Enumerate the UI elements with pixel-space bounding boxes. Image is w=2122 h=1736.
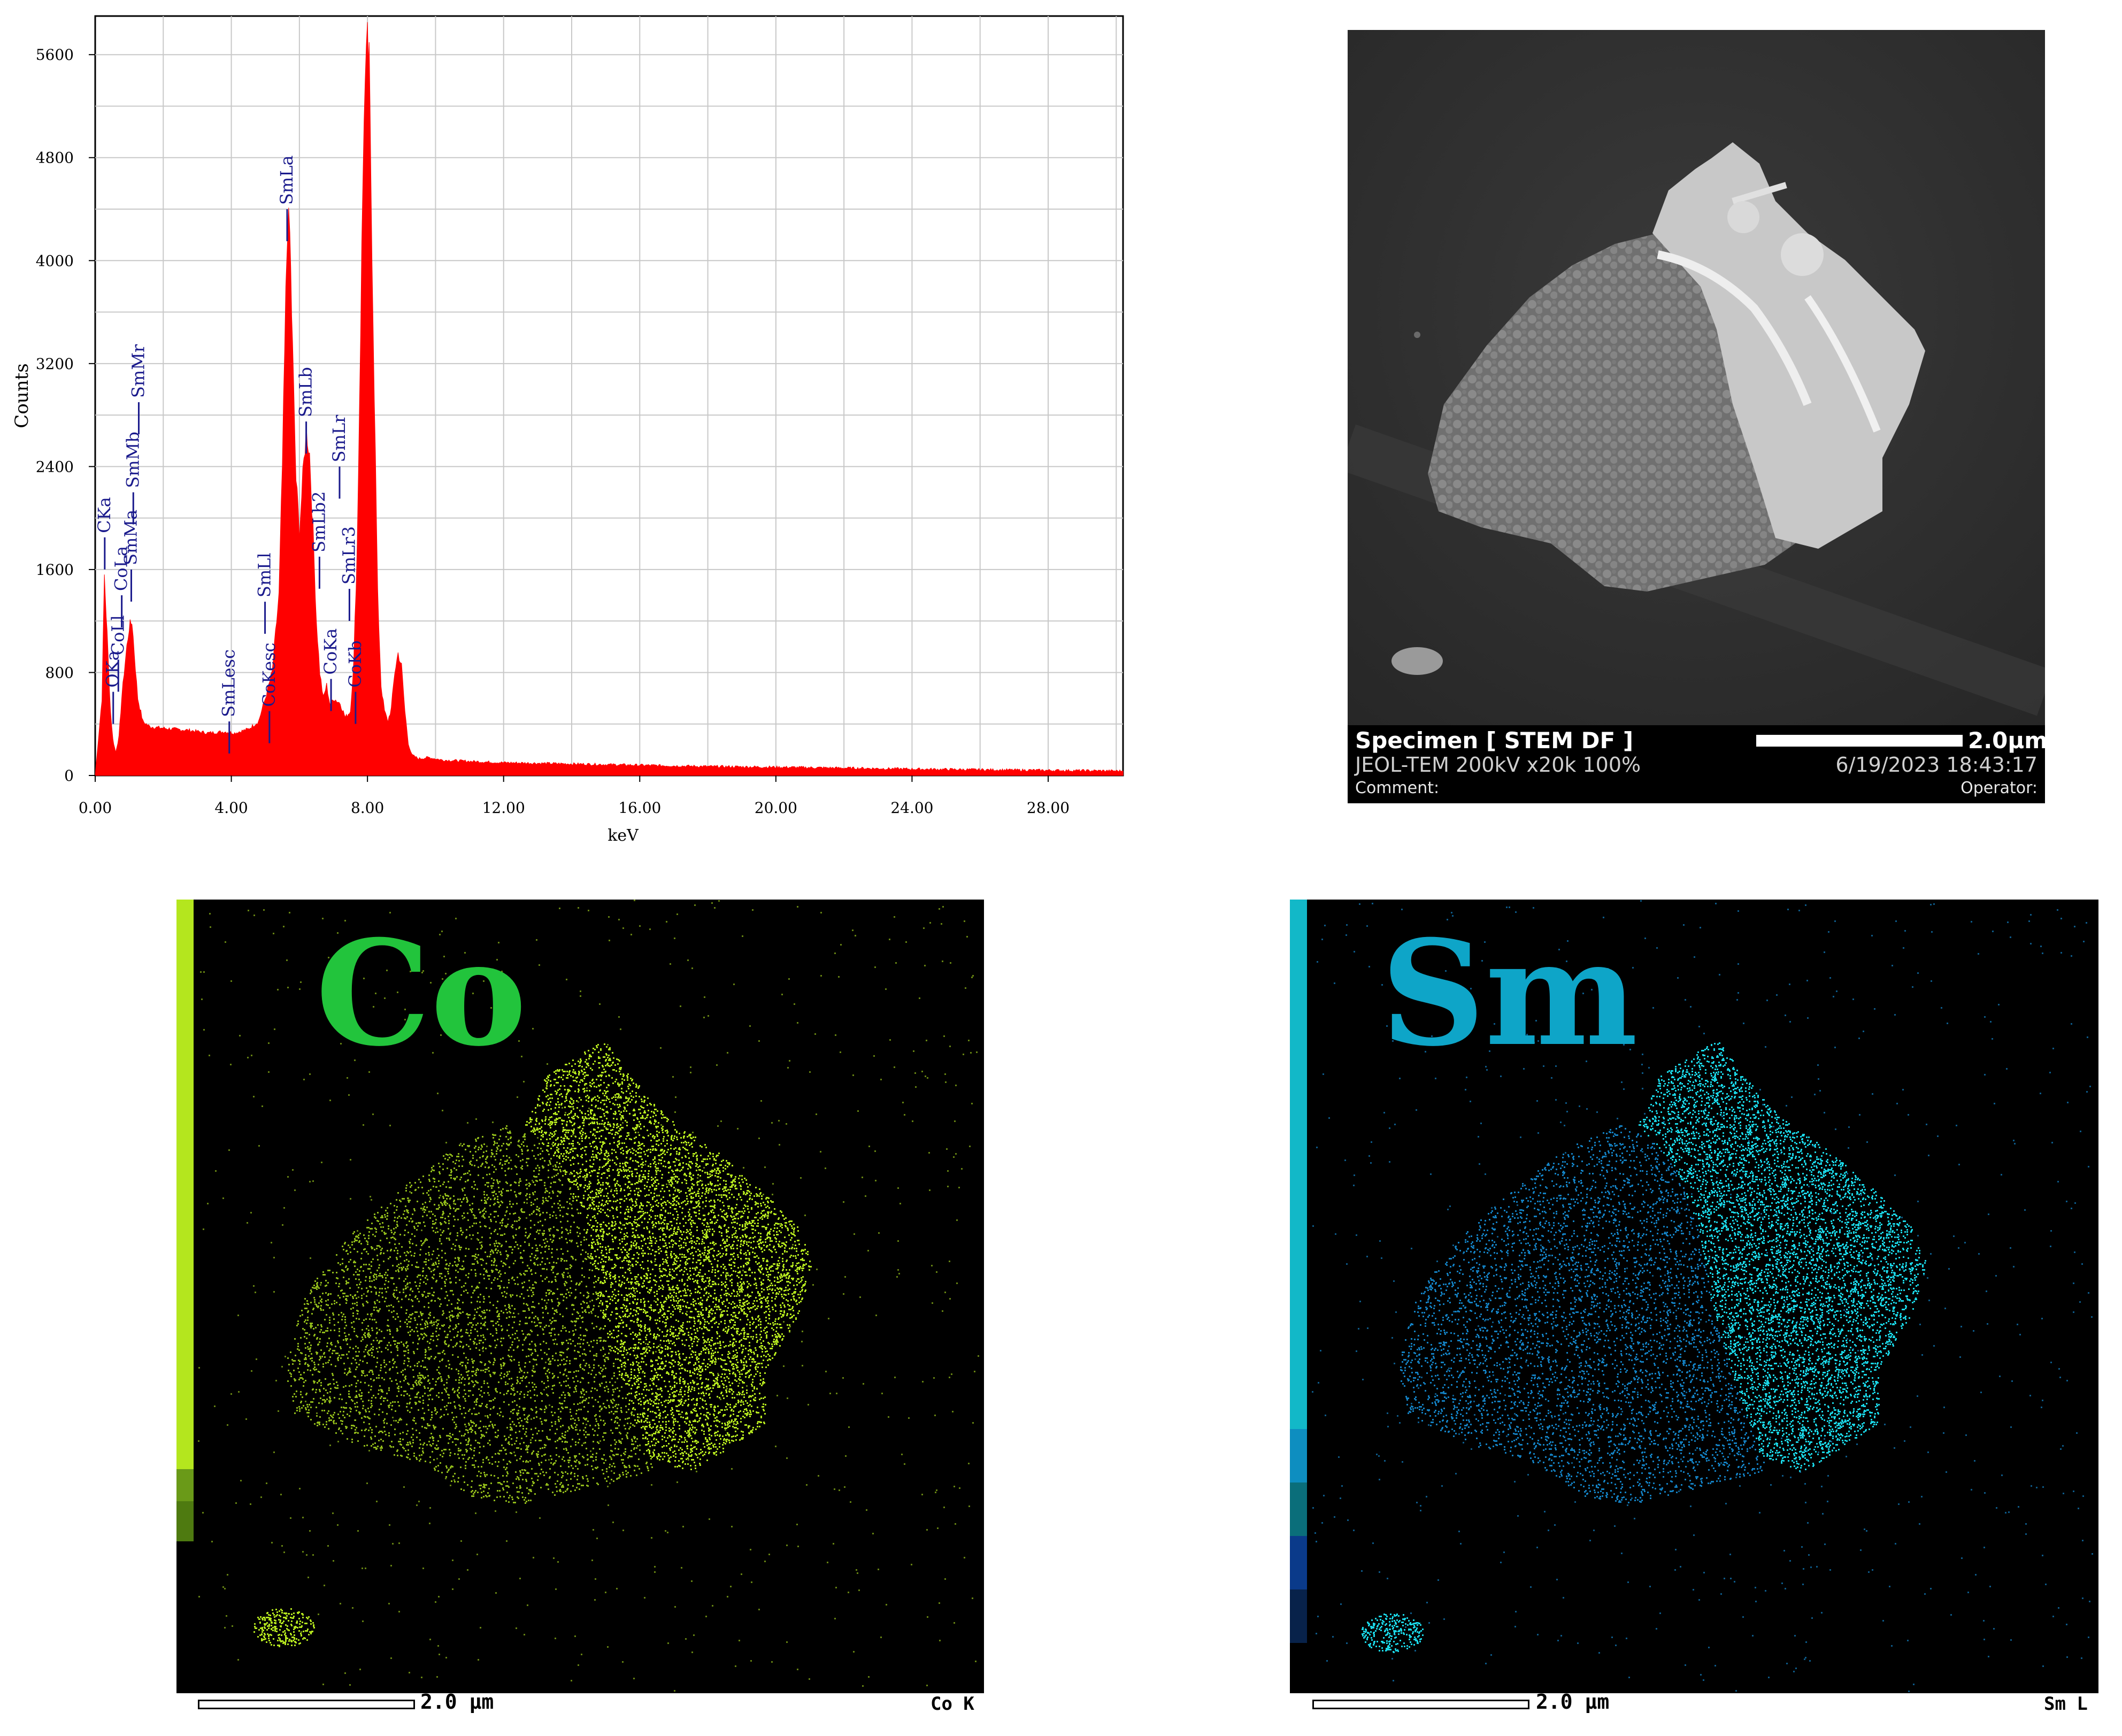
peak-label: CoKesc xyxy=(259,643,279,707)
sm-bar-low xyxy=(1290,1589,1307,1643)
y-tick-label: 4000 xyxy=(36,252,74,270)
peak-label: SmLr3 xyxy=(339,526,359,585)
peak-label: CKa xyxy=(94,497,114,533)
sm-element-label: Sm xyxy=(1381,921,1638,1065)
stem-title: Specimen [ STEM DF ] xyxy=(1355,727,1633,754)
co-scale-bar xyxy=(198,1700,415,1709)
stem-scale-label: 2.0μm xyxy=(1968,727,2045,754)
axis-ticks: 0.00 4.00 8.00 12.00 16.00 20.00 24.00 28.00 0 80… xyxy=(36,46,1070,817)
peak-label: CoKa xyxy=(320,628,341,675)
peak-label: SmLesc xyxy=(219,649,239,717)
sm-scale-label: 2.0 μm xyxy=(1536,1690,1609,1714)
sm-map-panel: Sm xyxy=(1290,900,2098,1693)
x-tick-label: 12.00 xyxy=(482,799,525,817)
sm-distribution-map xyxy=(1312,900,2093,1692)
stem-operator: Operator: xyxy=(1960,779,2038,797)
stem-micrograph xyxy=(1348,30,2045,725)
x-tick-label: 0.00 xyxy=(79,799,112,817)
spectrum-series xyxy=(95,22,1124,776)
x-tick-label: 16.00 xyxy=(618,799,661,817)
peak-label: SmMa xyxy=(120,510,141,565)
y-tick-label: 2400 xyxy=(36,458,74,475)
stem-image-panel: Specimen [ STEM DF ] JEOL-TEM 200kV x20k… xyxy=(1348,30,2045,803)
sm-bar-top xyxy=(1290,900,1307,1429)
y-tick-label: 800 xyxy=(45,664,74,681)
sm-bar-mid2 xyxy=(1290,1482,1307,1536)
stem-datetime: 6/19/2023 18:43:17 xyxy=(1835,753,2038,777)
stem-scale-bar xyxy=(1756,735,1963,747)
x-tick-label: 24.00 xyxy=(890,799,933,817)
grid xyxy=(95,16,1123,775)
co-scale-label: 2.0 μm xyxy=(420,1690,494,1714)
y-tick-label: 5600 xyxy=(36,46,74,64)
sm-bar-mid3 xyxy=(1290,1536,1307,1589)
co-map-panel: Co xyxy=(176,900,984,1693)
x-axis-label: keV xyxy=(608,826,639,845)
peak-label: CoLa xyxy=(111,546,132,591)
x-tick-label: 8.00 xyxy=(351,799,384,817)
co-element-label: Co xyxy=(316,921,527,1065)
peak-label: SmLl xyxy=(255,552,275,597)
peak-label: CoLl xyxy=(107,615,128,655)
y-tick-label: 0 xyxy=(64,767,74,785)
stem-info-bar: Specimen [ STEM DF ] JEOL-TEM 200kV x20k… xyxy=(1348,725,2045,803)
co-map-label: Co K xyxy=(931,1693,974,1715)
stem-comment: Comment: xyxy=(1355,779,1439,797)
co-bar-low xyxy=(176,1501,194,1541)
y-tick-label: 3200 xyxy=(36,355,74,373)
y-axis-label: Counts xyxy=(11,363,33,428)
peak-label: SmLr xyxy=(329,414,349,463)
stem-instrument: JEOL-TEM 200kV x20k 100% xyxy=(1355,753,1641,777)
x-tick-label: 20.00 xyxy=(755,799,797,817)
sm-map-label: Sm L xyxy=(2044,1693,2088,1715)
peak-label: SmLb xyxy=(296,367,316,417)
bright-region xyxy=(1652,142,1925,549)
peak-label: OKa xyxy=(103,650,123,687)
spectrum-area xyxy=(95,22,1124,776)
peak-label: SmMb xyxy=(122,432,143,488)
x-tick-label: 28.00 xyxy=(1027,799,1070,817)
peak-label: SmMr xyxy=(128,344,148,398)
sm-scale-bar xyxy=(1312,1700,1529,1709)
peak-label: SmLa xyxy=(276,155,297,205)
co-bar-mid xyxy=(176,1469,194,1501)
co-bar-top xyxy=(176,900,194,1469)
x-tick-label: 4.00 xyxy=(214,799,248,817)
co-distribution-map xyxy=(198,900,979,1692)
y-tick-label: 4800 xyxy=(36,149,74,167)
peak-label: SmLb2 xyxy=(309,491,329,552)
y-tick-label: 1600 xyxy=(36,561,74,579)
plot-frame xyxy=(94,15,1124,777)
sm-bar-mid1 xyxy=(1290,1429,1307,1482)
peak-label: CoKb xyxy=(345,640,365,687)
